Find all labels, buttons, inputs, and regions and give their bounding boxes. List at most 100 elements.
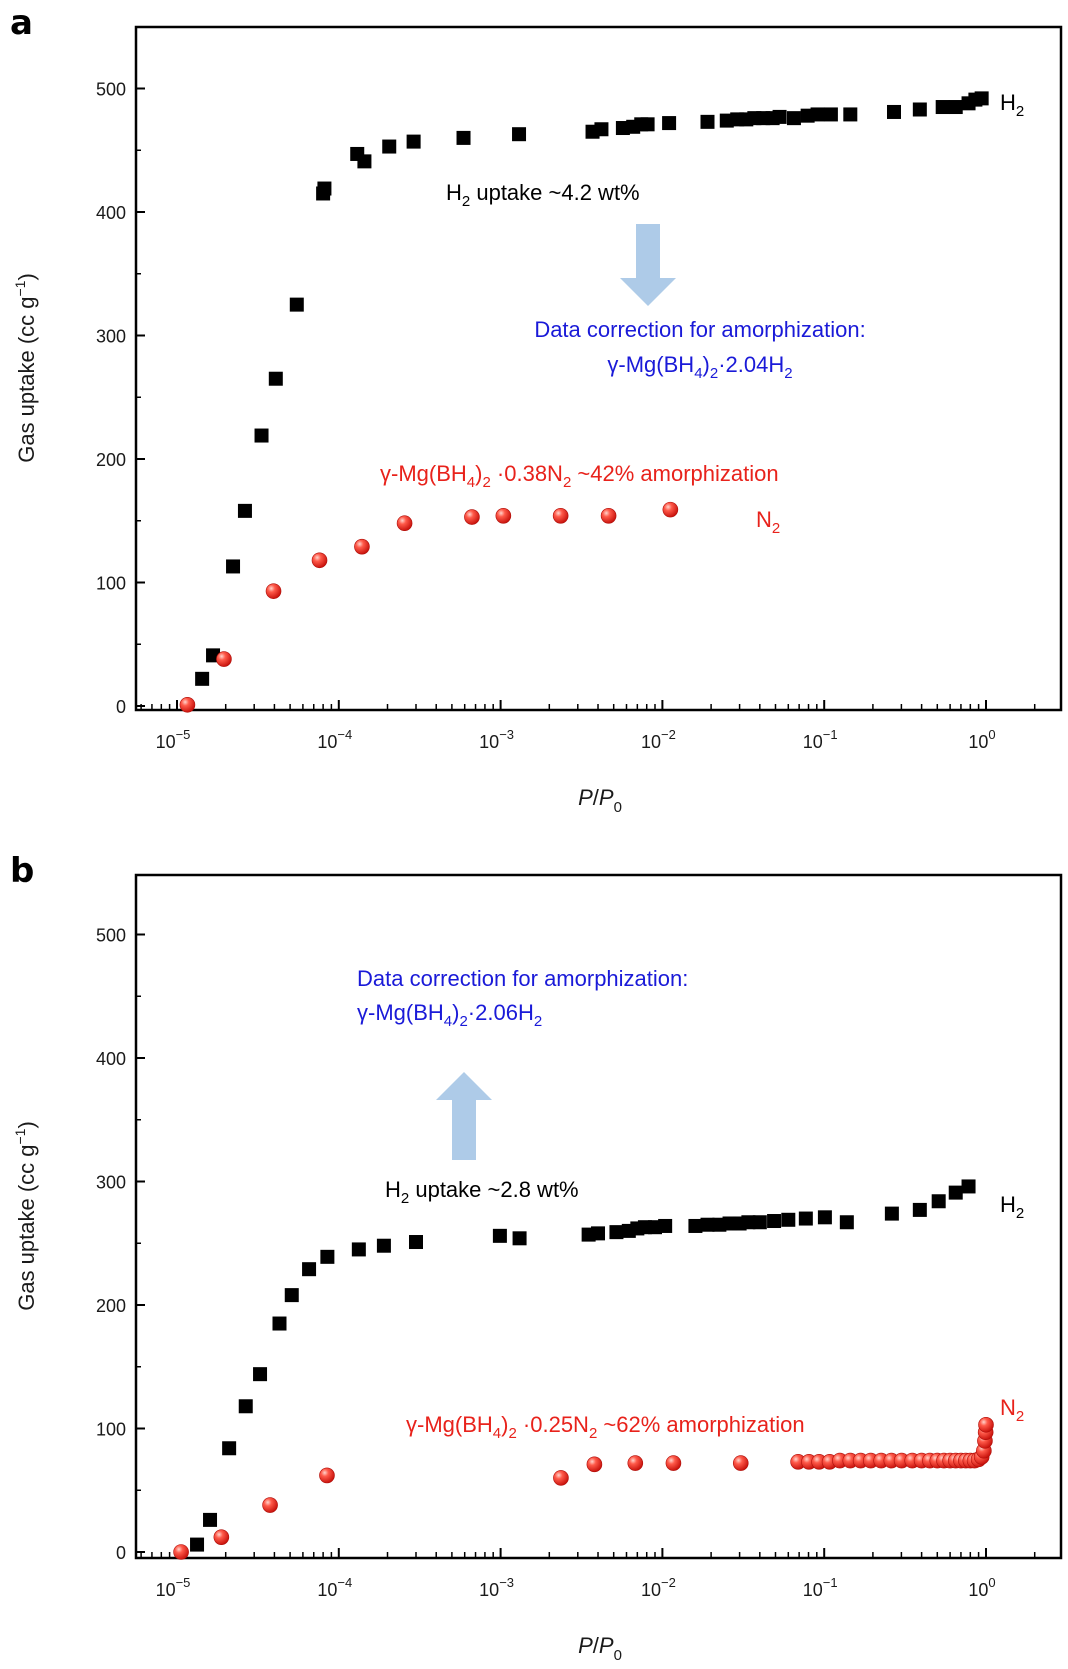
h2-data-point bbox=[591, 1226, 606, 1241]
x-tick-label: 100 bbox=[968, 727, 995, 752]
x-tick-label: 10−4 bbox=[317, 1575, 352, 1600]
panel-a-correction-note-line2: γ-Mg(BH4)2·2.04H2 bbox=[607, 352, 792, 382]
y-tick-label: 100 bbox=[96, 1420, 126, 1440]
h2-data-point bbox=[798, 1211, 813, 1226]
n2-data-point bbox=[662, 501, 679, 518]
x-tick-label: 10−2 bbox=[641, 1575, 676, 1600]
x-tick-label: 10−3 bbox=[479, 1575, 514, 1600]
panel-a-correction-note-line1: Data correction for amorphization: bbox=[534, 317, 865, 342]
panel-a-down-arrow-icon bbox=[620, 224, 676, 306]
h2-data-point bbox=[772, 109, 787, 124]
y-tick-label: 0 bbox=[116, 697, 126, 717]
h2-data-point bbox=[268, 371, 283, 386]
panel-b-y-axis-title: Gas uptake (cc g−1) bbox=[12, 1121, 39, 1311]
h2-data-point bbox=[767, 1214, 782, 1229]
panel-b-letter: b bbox=[10, 851, 34, 891]
h2-data-point bbox=[948, 1185, 963, 1200]
n2-data-point bbox=[665, 1455, 682, 1471]
n2-data-point bbox=[978, 1416, 994, 1433]
h2-data-point bbox=[289, 297, 304, 312]
n2-data-point bbox=[319, 1467, 335, 1484]
h2-data-point bbox=[406, 134, 421, 149]
h2-data-point bbox=[382, 139, 397, 154]
h2-data-point bbox=[935, 100, 950, 115]
panel-b-h2-series-label: H2 bbox=[1000, 1192, 1024, 1222]
h2-data-point bbox=[948, 100, 963, 115]
y-tick-label: 200 bbox=[96, 1296, 126, 1316]
panel-b-correction-note-line2: γ-Mg(BH4)2·2.06H2 bbox=[357, 1000, 542, 1030]
n2-data-point bbox=[173, 1544, 189, 1560]
h2-data-point bbox=[817, 1210, 832, 1225]
h2-data-point bbox=[786, 111, 801, 126]
h2-data-point bbox=[272, 1316, 287, 1331]
panel-a-y-ticks: 0 100 200 300 400 500 bbox=[96, 80, 145, 717]
n2-data-point bbox=[213, 1529, 230, 1545]
n2-data-point bbox=[553, 1470, 569, 1486]
h2-data-point bbox=[254, 428, 269, 443]
h2-data-point bbox=[843, 107, 858, 122]
panel-b-n2-amorphization-annotation: γ-Mg(BH4)2 ·0.25N2 ~62% amorphization bbox=[406, 1412, 805, 1442]
h2-data-point bbox=[190, 1537, 205, 1552]
panel-b-x-ticks: 10−5 10−4 10−3 10−2 10−1 100 bbox=[140, 1548, 1036, 1600]
h2-data-point bbox=[357, 154, 372, 169]
panel-a-h2-series-label: H2 bbox=[1000, 90, 1024, 120]
n2-data-point bbox=[552, 508, 569, 524]
h2-data-point bbox=[839, 1215, 854, 1230]
n2-data-point bbox=[495, 508, 512, 524]
h2-data-point bbox=[662, 116, 677, 131]
y-tick-label: 0 bbox=[116, 1543, 126, 1563]
n2-data-point bbox=[586, 1456, 603, 1473]
x-tick-label: 10−5 bbox=[156, 727, 191, 752]
h2-data-point bbox=[640, 117, 655, 132]
h2-data-point bbox=[226, 559, 241, 574]
h2-data-point bbox=[688, 1218, 703, 1233]
n2-data-point bbox=[265, 583, 282, 599]
panel-a-points bbox=[179, 91, 989, 713]
h2-data-point bbox=[594, 122, 609, 137]
h2-data-point bbox=[700, 1217, 715, 1232]
h2-data-point bbox=[810, 107, 825, 122]
panel-b-n2-series-label: N2 bbox=[1000, 1395, 1024, 1425]
h2-data-point bbox=[609, 1225, 624, 1240]
h2-data-point bbox=[974, 91, 989, 106]
panel-b-points bbox=[173, 1179, 994, 1560]
panel-a-n2-series-label: N2 bbox=[756, 507, 780, 537]
n2-data-point bbox=[179, 696, 196, 713]
h2-data-point bbox=[961, 1179, 976, 1194]
y-tick-label: 400 bbox=[96, 1049, 126, 1069]
n2-data-point bbox=[216, 651, 232, 667]
y-tick-label: 500 bbox=[96, 926, 126, 946]
panel-a-x-axis-title: P/P0 bbox=[578, 785, 622, 816]
n2-data-point bbox=[732, 1455, 749, 1471]
h2-data-point bbox=[512, 127, 527, 142]
n2-data-point bbox=[627, 1455, 644, 1471]
y-tick-label: 100 bbox=[96, 574, 126, 594]
h2-data-point bbox=[912, 1202, 927, 1217]
h2-data-point bbox=[700, 114, 715, 129]
y-tick-label: 300 bbox=[96, 327, 126, 347]
h2-data-point bbox=[284, 1288, 299, 1303]
h2-data-point bbox=[512, 1231, 527, 1246]
h2-data-point bbox=[302, 1262, 317, 1277]
n2-data-point bbox=[600, 508, 617, 524]
panel-b-x-axis-title: P/P0 bbox=[578, 1633, 622, 1664]
n2-data-point bbox=[262, 1497, 278, 1513]
panel-a-y-axis-title: Gas uptake (cc g−1) bbox=[12, 273, 39, 463]
h2-data-point bbox=[912, 102, 927, 117]
panel-a-h2-uptake-annotation: H2 uptake ~4.2 wt% bbox=[446, 180, 640, 210]
h2-data-point bbox=[317, 181, 332, 196]
n2-data-point bbox=[464, 509, 480, 525]
h2-data-point bbox=[781, 1212, 796, 1227]
h2-data-point bbox=[408, 1235, 423, 1250]
h2-data-point bbox=[253, 1367, 268, 1382]
h2-data-point bbox=[741, 1215, 756, 1230]
panel-a-x-ticks: 10−5 10−4 10−3 10−2 10−1 100 bbox=[140, 700, 1036, 752]
h2-data-point bbox=[752, 1215, 767, 1230]
y-tick-label: 200 bbox=[96, 450, 126, 470]
n2-data-point bbox=[311, 552, 328, 569]
n2-data-point bbox=[396, 515, 413, 532]
h2-data-point bbox=[931, 1194, 946, 1209]
